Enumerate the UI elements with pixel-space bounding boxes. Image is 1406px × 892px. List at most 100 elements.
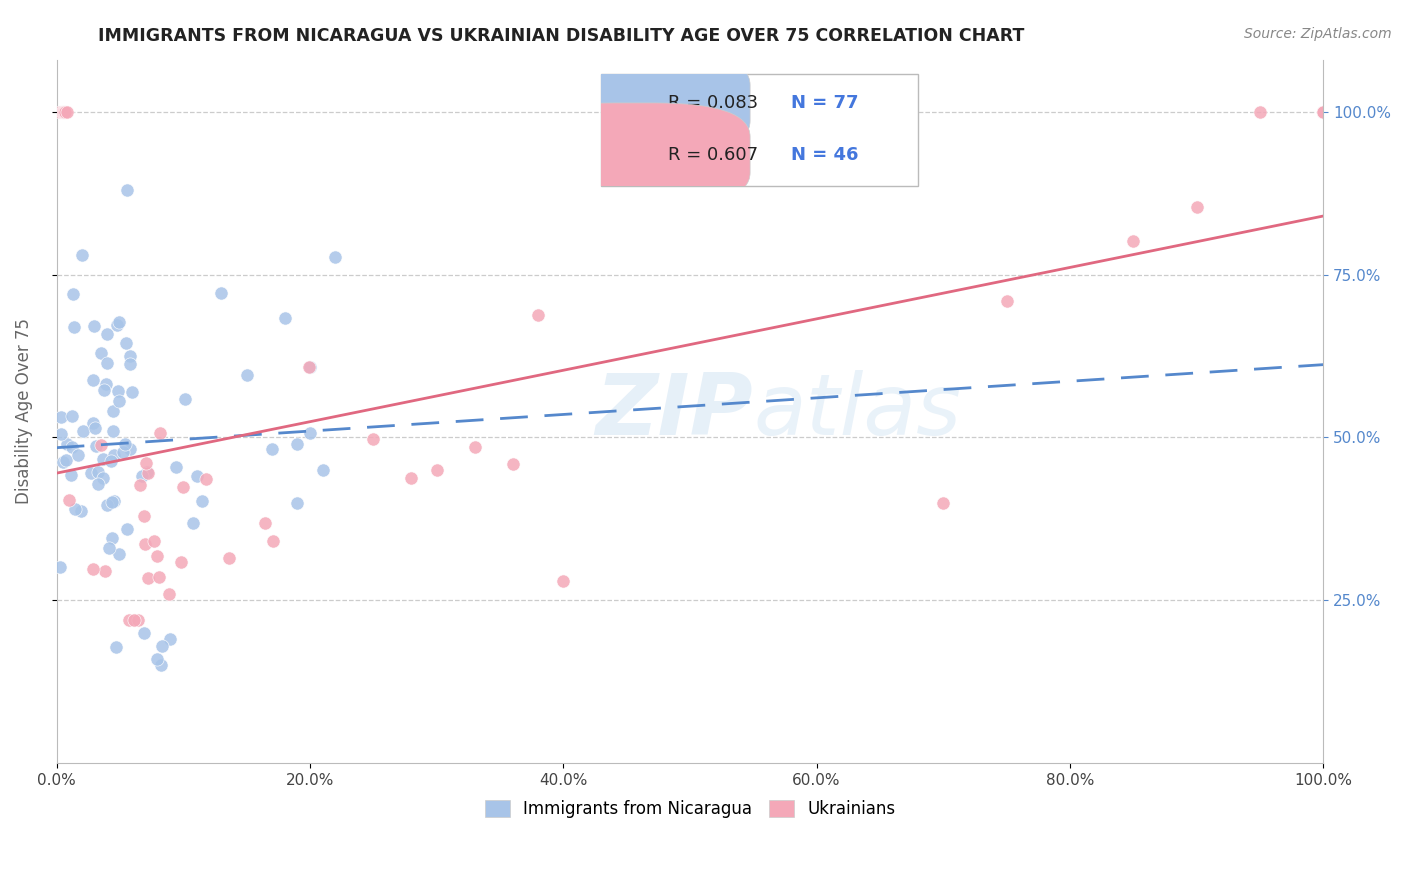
Point bbox=[150, 658, 173, 673]
Point bbox=[114, 336, 136, 351]
Text: ZIP: ZIP bbox=[596, 370, 754, 453]
Point bbox=[51, 104, 73, 119]
Point bbox=[118, 357, 141, 371]
Point bbox=[159, 632, 181, 647]
Point bbox=[235, 368, 257, 382]
Point bbox=[52, 104, 75, 119]
Point bbox=[183, 516, 205, 530]
Point bbox=[401, 471, 423, 485]
Point bbox=[105, 318, 128, 332]
Point bbox=[1249, 104, 1271, 119]
Point bbox=[361, 432, 384, 446]
Point bbox=[49, 410, 72, 425]
Point bbox=[121, 385, 143, 400]
Legend: Immigrants from Nicaragua, Ukrainians: Immigrants from Nicaragua, Ukrainians bbox=[478, 794, 901, 825]
Point bbox=[82, 373, 104, 387]
Point bbox=[464, 441, 486, 455]
Point bbox=[169, 555, 191, 569]
Point bbox=[96, 377, 118, 392]
Point bbox=[96, 356, 118, 370]
Point bbox=[553, 574, 575, 588]
Point bbox=[91, 451, 114, 466]
Point bbox=[148, 570, 170, 584]
Point bbox=[149, 425, 172, 440]
Point bbox=[932, 495, 955, 509]
Point bbox=[143, 533, 166, 548]
Point bbox=[1122, 234, 1144, 248]
Point bbox=[135, 456, 157, 470]
Point bbox=[285, 437, 308, 451]
Point bbox=[145, 652, 167, 666]
Point bbox=[426, 463, 449, 477]
Point bbox=[209, 286, 232, 301]
Point bbox=[995, 293, 1018, 308]
Point bbox=[136, 571, 159, 585]
Point bbox=[117, 183, 139, 197]
Point bbox=[94, 564, 117, 578]
Point bbox=[273, 310, 295, 325]
Point bbox=[91, 471, 114, 485]
Point bbox=[90, 345, 112, 359]
Point bbox=[103, 448, 125, 462]
Point bbox=[131, 469, 153, 483]
Point bbox=[100, 454, 122, 468]
Y-axis label: Disability Age Over 75: Disability Age Over 75 bbox=[15, 318, 32, 504]
Point bbox=[165, 460, 187, 475]
Point bbox=[138, 467, 160, 481]
Point bbox=[107, 384, 129, 399]
Point bbox=[101, 494, 124, 508]
Point bbox=[55, 453, 77, 467]
Point bbox=[52, 455, 75, 469]
Point bbox=[527, 309, 550, 323]
Point bbox=[49, 560, 72, 574]
Point bbox=[60, 468, 83, 483]
Point bbox=[60, 409, 83, 424]
Point bbox=[107, 547, 129, 561]
Point bbox=[72, 424, 94, 438]
Point bbox=[53, 104, 76, 119]
Point bbox=[107, 393, 129, 408]
Point bbox=[194, 472, 217, 486]
Point bbox=[96, 326, 118, 341]
Point bbox=[502, 457, 524, 471]
Point bbox=[298, 360, 321, 375]
Point bbox=[118, 442, 141, 456]
Point bbox=[49, 104, 72, 119]
Point bbox=[117, 522, 139, 536]
Point bbox=[285, 496, 308, 510]
Point bbox=[1312, 104, 1334, 119]
Point bbox=[49, 426, 72, 441]
Point bbox=[122, 613, 145, 627]
Point bbox=[157, 586, 180, 600]
Point bbox=[90, 438, 112, 452]
Point bbox=[101, 403, 124, 417]
Point bbox=[82, 416, 104, 430]
Point bbox=[1312, 104, 1334, 119]
Point bbox=[82, 561, 104, 575]
Point bbox=[132, 625, 155, 640]
Point bbox=[186, 469, 208, 483]
Point bbox=[103, 493, 125, 508]
Point bbox=[173, 392, 195, 406]
Point bbox=[55, 104, 77, 119]
Point bbox=[262, 533, 284, 548]
Point bbox=[150, 639, 173, 653]
Point bbox=[298, 360, 321, 375]
Point bbox=[65, 501, 87, 516]
Point bbox=[134, 537, 156, 551]
Point bbox=[254, 516, 277, 530]
Point bbox=[172, 480, 194, 494]
Point bbox=[127, 613, 149, 627]
Point bbox=[101, 424, 124, 438]
Point bbox=[67, 448, 90, 462]
Point bbox=[218, 550, 240, 565]
Point bbox=[146, 549, 169, 563]
Point bbox=[311, 463, 333, 477]
Point bbox=[132, 509, 155, 524]
Point bbox=[83, 319, 105, 334]
Point bbox=[87, 465, 110, 479]
Point bbox=[128, 478, 150, 492]
Point bbox=[298, 426, 321, 441]
Point bbox=[70, 504, 93, 518]
Point bbox=[104, 640, 127, 654]
